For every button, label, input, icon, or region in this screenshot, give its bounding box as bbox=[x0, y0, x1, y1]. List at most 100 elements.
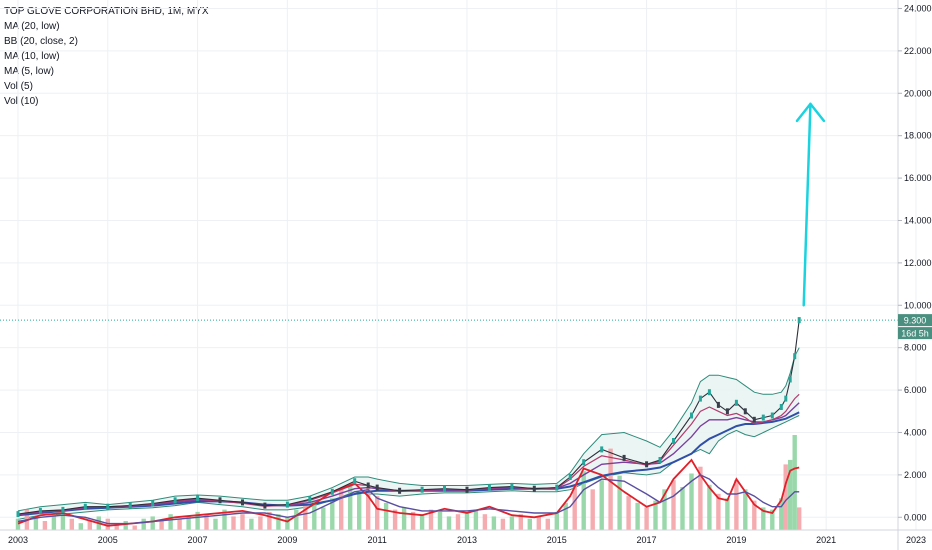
volume-bar bbox=[168, 514, 173, 530]
price-candle bbox=[465, 486, 469, 493]
x-tick-label: 2011 bbox=[367, 535, 386, 545]
y-tick-label: 12.000 bbox=[904, 258, 932, 268]
price-candle bbox=[38, 507, 42, 514]
volume-bar bbox=[258, 516, 263, 530]
volume-bar bbox=[249, 518, 254, 530]
price-candle bbox=[793, 353, 797, 360]
price-candle bbox=[582, 459, 586, 466]
volume-bar bbox=[635, 502, 640, 530]
price-candle bbox=[784, 395, 788, 402]
last-price-badge bbox=[898, 314, 932, 327]
volume-bar bbox=[383, 502, 389, 530]
volume-bar bbox=[204, 514, 209, 530]
volume-bar bbox=[240, 514, 245, 530]
time-axis[interactable]: 2003 2005 2007 2009 2011 2013 2015 2017 2019 2021… bbox=[0, 529, 932, 545]
legend-item-ma20[interactable]: MA (20, low) bbox=[4, 21, 60, 32]
legend-item-bb[interactable]: BB (20, close, 2) bbox=[4, 36, 78, 47]
volume-bar bbox=[437, 511, 443, 530]
volume-bar bbox=[428, 509, 434, 530]
arrow-head bbox=[795, 102, 826, 123]
volume-bar bbox=[698, 466, 703, 530]
price-axis[interactable]: 24.000 22.000 20.000 18.000 16.000 14.000 12.0… bbox=[897, 0, 932, 550]
y-tick-label: 4.000 bbox=[904, 427, 927, 437]
volume-bar bbox=[42, 521, 48, 530]
price-candle bbox=[510, 483, 514, 490]
volume-bar bbox=[554, 511, 559, 530]
volume-bar bbox=[303, 505, 308, 530]
volume-bar bbox=[464, 511, 470, 530]
legend-item-ma10[interactable]: MA (10, low) bbox=[4, 51, 60, 62]
price-candle bbox=[622, 454, 626, 461]
price-candle bbox=[16, 511, 20, 518]
volume-bar bbox=[527, 518, 532, 530]
volume-bar bbox=[590, 489, 595, 530]
volume-bar bbox=[105, 518, 110, 530]
arrow-shaft bbox=[802, 102, 812, 307]
volume-bar bbox=[60, 511, 66, 530]
bb-upper bbox=[17, 347, 800, 512]
price-candle bbox=[61, 506, 65, 513]
volume-bar bbox=[294, 509, 299, 530]
y-tick-label: 24.000 bbox=[904, 3, 932, 13]
legend-title: TOP GLOVE CORPORATION BHD, 1M, MYX bbox=[4, 6, 209, 17]
volume-bars bbox=[15, 435, 802, 530]
volume-bar bbox=[518, 514, 523, 530]
volume-bar bbox=[752, 500, 757, 530]
vol-10-line bbox=[17, 474, 800, 525]
y-tick-label: 14.000 bbox=[904, 215, 932, 225]
volume-bar bbox=[285, 516, 290, 530]
price-candle bbox=[725, 408, 729, 415]
legend-item-ma5[interactable]: MA (5, low) bbox=[4, 66, 55, 77]
price-candle bbox=[752, 416, 756, 423]
ma-5-low-line bbox=[17, 393, 800, 515]
price-candle bbox=[690, 412, 693, 419]
price-candle bbox=[645, 461, 649, 468]
price-candle bbox=[716, 401, 720, 408]
volume-bar bbox=[195, 511, 200, 530]
price-candle bbox=[151, 500, 155, 507]
price-candle bbox=[600, 446, 604, 453]
price-candle bbox=[532, 485, 536, 492]
volume-bar bbox=[276, 514, 281, 530]
x-tick-label: 2017 bbox=[637, 535, 657, 545]
volume-bar bbox=[186, 516, 191, 530]
volume-bar bbox=[599, 480, 604, 530]
price-candle bbox=[308, 496, 312, 503]
price-candle bbox=[555, 484, 559, 491]
vol-5-line bbox=[17, 458, 800, 527]
legend-item-vol10[interactable]: Vol (10) bbox=[4, 96, 39, 107]
volume-bar bbox=[770, 509, 775, 530]
price-candle bbox=[734, 399, 738, 406]
volume-bar bbox=[150, 516, 155, 530]
x-tick-label: 2005 bbox=[98, 535, 118, 545]
price-candle bbox=[568, 474, 572, 480]
volume-bar bbox=[509, 516, 515, 530]
price-candle bbox=[330, 488, 334, 495]
volume-bar bbox=[680, 487, 685, 530]
volume-bar bbox=[401, 507, 407, 530]
price-line bbox=[0, 317, 898, 518]
price-candle bbox=[658, 457, 662, 463]
volume-bar bbox=[788, 459, 793, 530]
volume-bar bbox=[375, 496, 380, 530]
y-tick-label: 20.000 bbox=[904, 88, 932, 98]
volume-bar bbox=[330, 498, 335, 530]
volume-bar bbox=[491, 516, 497, 530]
volume-bar bbox=[177, 518, 182, 530]
price-candle bbox=[128, 502, 132, 509]
volume-bar bbox=[348, 484, 353, 530]
countdown-badge bbox=[898, 327, 932, 340]
volume-bar bbox=[608, 448, 613, 530]
target-arrow bbox=[795, 102, 826, 307]
price-candle bbox=[698, 395, 702, 402]
y-tick-label: 6.000 bbox=[904, 385, 927, 395]
x-tick-label: 2015 bbox=[547, 535, 567, 545]
volume-bar bbox=[419, 514, 425, 530]
volume-bar bbox=[761, 507, 766, 530]
last-price-label: 9.300 bbox=[904, 316, 927, 326]
x-tick-label: 2021 bbox=[816, 535, 836, 545]
volume-bar bbox=[716, 493, 721, 530]
volume-bar bbox=[446, 516, 452, 530]
volume-bar bbox=[231, 516, 236, 530]
